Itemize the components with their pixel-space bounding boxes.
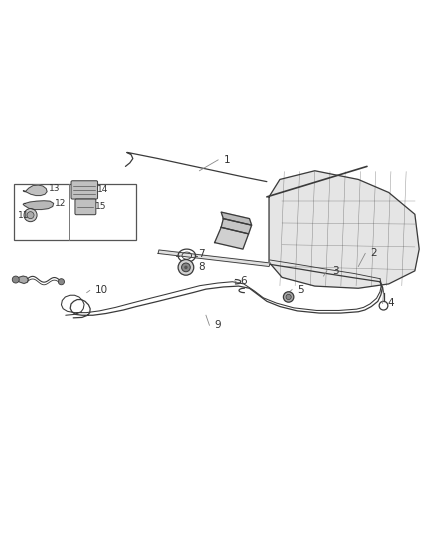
- Circle shape: [184, 265, 187, 269]
- Polygon shape: [269, 171, 419, 288]
- Text: 13: 13: [49, 184, 61, 193]
- Text: 9: 9: [215, 320, 221, 330]
- Text: 5: 5: [297, 285, 304, 295]
- Circle shape: [178, 260, 194, 275]
- Text: 1: 1: [223, 155, 230, 165]
- Text: 7: 7: [198, 249, 205, 260]
- Text: 2: 2: [371, 248, 377, 259]
- Text: 3: 3: [332, 266, 339, 276]
- Text: 11: 11: [18, 211, 29, 220]
- Polygon shape: [16, 276, 28, 284]
- Text: 6: 6: [240, 276, 247, 286]
- Polygon shape: [23, 201, 53, 209]
- Text: 4: 4: [388, 298, 395, 309]
- Text: 10: 10: [95, 286, 108, 295]
- Circle shape: [24, 208, 37, 222]
- Text: 8: 8: [198, 262, 205, 272]
- Polygon shape: [221, 219, 252, 234]
- Bar: [14, 184, 136, 240]
- Circle shape: [12, 276, 19, 283]
- Polygon shape: [158, 250, 270, 266]
- FancyBboxPatch shape: [75, 199, 96, 215]
- Text: 14: 14: [97, 184, 109, 193]
- Circle shape: [283, 292, 294, 302]
- Text: 15: 15: [95, 203, 107, 212]
- Circle shape: [182, 263, 190, 272]
- Circle shape: [286, 294, 291, 300]
- Polygon shape: [221, 212, 252, 225]
- Circle shape: [27, 212, 34, 219]
- Polygon shape: [23, 185, 47, 196]
- Circle shape: [58, 279, 64, 285]
- FancyBboxPatch shape: [71, 181, 98, 199]
- Polygon shape: [215, 228, 249, 249]
- Text: 12: 12: [55, 199, 66, 208]
